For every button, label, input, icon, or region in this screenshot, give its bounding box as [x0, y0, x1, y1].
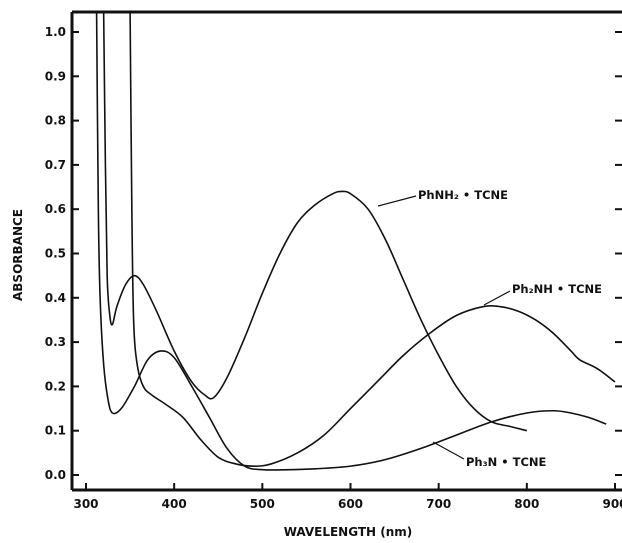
label-leaders — [377, 195, 511, 460]
series-line-phnh2-tcne — [102, 12, 528, 432]
series-label-ph3n-tcne: Ph₃N • TCNE — [466, 455, 547, 469]
x-axis-ticks: 300 400 500 600 700 800 900 — [73, 483, 622, 511]
y-tick-label: 0.8 — [45, 114, 66, 128]
y-tick-label: 0.4 — [45, 291, 66, 305]
series-line-ph3n-tcne — [95, 12, 607, 471]
series-label-phnh2-tcne: PhNH₂ • TCNE — [418, 188, 508, 202]
x-axis-title: WAVELENGTH (nm) — [284, 525, 413, 539]
plot-area — [70, 10, 622, 492]
y-axis-ticks: 0.0 0.1 0.2 0.3 0.4 0.5 0.6 0.7 0.8 0.9 1.0 — [45, 25, 622, 482]
y-tick-label: 0.6 — [45, 202, 66, 216]
x-tick-label: 900 — [602, 497, 622, 511]
y-tick-label: 0.7 — [45, 158, 66, 172]
y-tick-label: 0.0 — [45, 468, 66, 482]
y-tick-label: 1.0 — [45, 25, 66, 39]
series-label-ph2nh-tcne: Ph₂NH • TCNE — [512, 282, 602, 296]
x-tick-label: 300 — [73, 497, 98, 511]
x-tick-label: 700 — [426, 497, 451, 511]
leader-line — [483, 290, 511, 306]
y-tick-label: 0.3 — [45, 335, 66, 349]
leader-line — [377, 195, 417, 207]
y-tick-label: 0.1 — [45, 424, 66, 438]
y-tick-label: 0.2 — [45, 379, 66, 393]
x-tick-label: 600 — [338, 497, 363, 511]
y-axis-title: ABSORBANCE — [11, 209, 25, 301]
series-lines — [95, 12, 616, 471]
x-tick-label: 800 — [514, 497, 539, 511]
y-tick-label: 0.5 — [45, 247, 66, 261]
leader-line — [432, 441, 465, 460]
y-tick-label: 0.9 — [45, 69, 66, 83]
series-line-ph2nh-tcne — [129, 12, 616, 467]
x-tick-label: 400 — [162, 497, 187, 511]
x-tick-label: 500 — [250, 497, 275, 511]
